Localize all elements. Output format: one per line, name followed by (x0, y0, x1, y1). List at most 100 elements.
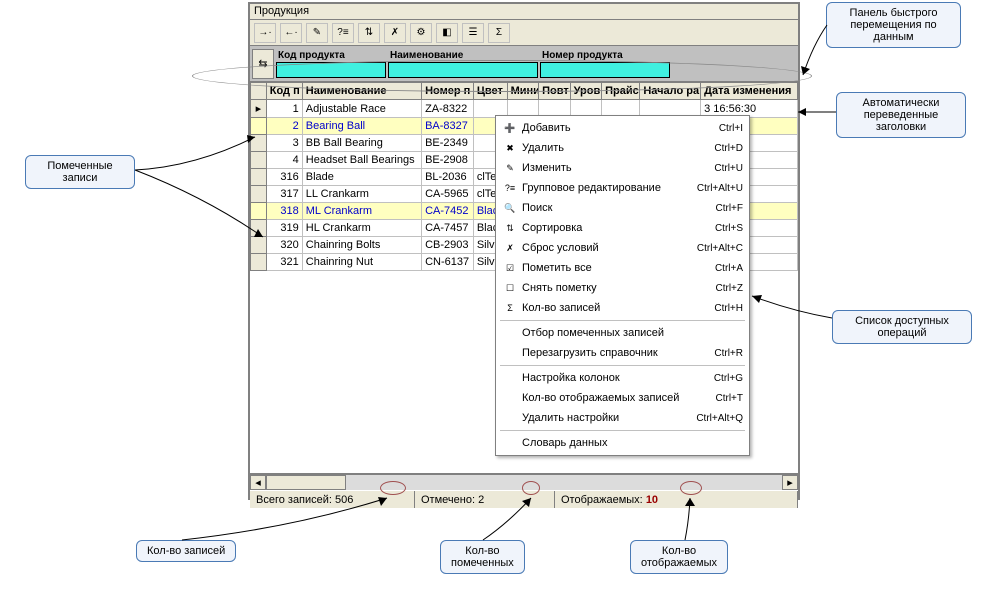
cell[interactable]: 320 (266, 237, 302, 254)
cell[interactable]: 4 (266, 152, 302, 169)
ctx-icon: ⇅ (502, 221, 518, 235)
ctx-item-18[interactable]: Словарь данных (496, 433, 749, 453)
cell[interactable]: 1 (266, 100, 302, 118)
cell[interactable]: BA-8327 (422, 118, 474, 135)
ctx-item-14[interactable]: Настройка колонокCtrl+G (496, 368, 749, 388)
cell[interactable]: Bearing Ball (302, 118, 421, 135)
callout-marked-records: Помеченныезаписи (25, 155, 135, 189)
quick-panel-toggle[interactable]: ⇆ (252, 49, 274, 79)
cell[interactable]: CN-6137 (422, 254, 474, 271)
col-header-1[interactable]: Наименование (302, 83, 421, 100)
cell[interactable]: 318 (266, 203, 302, 220)
callout-count-records: Кол-во записей (136, 540, 236, 562)
toolbar-btn-4[interactable]: ⇅ (358, 23, 380, 43)
col-header-3[interactable]: Цвет (473, 83, 507, 100)
ctx-shortcut: Ctrl+U (714, 163, 743, 174)
ctx-label: Добавить (522, 122, 719, 134)
cell[interactable]: CA-5965 (422, 186, 474, 203)
cell[interactable]: CB-2903 (422, 237, 474, 254)
ctx-icon: ?≡ (502, 181, 518, 195)
status-shown-label: Отображаемых: (561, 494, 643, 506)
ctx-shortcut: Ctrl+H (714, 303, 743, 314)
ctx-icon: ➕ (502, 121, 518, 135)
circle-marked (522, 481, 540, 495)
ctx-item-4[interactable]: 🔍ПоискCtrl+F (496, 198, 749, 218)
toolbar-btn-0[interactable]: →· (254, 23, 276, 43)
cell[interactable]: BB Ball Bearing (302, 135, 421, 152)
ctx-item-11[interactable]: Отбор помеченных записей (496, 323, 749, 343)
cell[interactable]: HL Crankarm (302, 220, 421, 237)
context-menu[interactable]: ➕ДобавитьCtrl+I✖УдалитьCtrl+D✎ИзменитьCt… (495, 115, 750, 456)
ctx-item-7[interactable]: ☑Пометить всеCtrl+A (496, 258, 749, 278)
cell[interactable]: CA-7452 (422, 203, 474, 220)
col-header-6[interactable]: Уров (570, 83, 602, 100)
ctx-item-12[interactable]: Перезагрузить справочникCtrl+R (496, 343, 749, 363)
ctx-label: Удалить (522, 142, 714, 154)
col-header-2[interactable]: Номер п (422, 83, 474, 100)
cell[interactable]: BE-2908 (422, 152, 474, 169)
ctx-icon: ☐ (502, 281, 518, 295)
cell[interactable]: 321 (266, 254, 302, 271)
circle-total (380, 481, 406, 495)
col-header-0[interactable]: Код п (266, 83, 302, 100)
row-indicator (251, 254, 267, 271)
status-total-value: 506 (335, 494, 353, 506)
callout-count-shown: Кол-воотображаемых (630, 540, 728, 574)
toolbar-btn-1[interactable]: ←· (280, 23, 302, 43)
ctx-icon: ✖ (502, 141, 518, 155)
row-indicator (251, 135, 267, 152)
col-header-4[interactable]: Мини (507, 83, 539, 100)
cell[interactable]: 2 (266, 118, 302, 135)
ctx-item-9[interactable]: ΣКол-во записейCtrl+H (496, 298, 749, 318)
cell[interactable]: BL-2036 (422, 169, 474, 186)
ctx-separator (500, 320, 745, 321)
ctx-label: Кол-во записей (522, 302, 714, 314)
cell[interactable]: 3 (266, 135, 302, 152)
col-header-5[interactable]: Повт (539, 83, 571, 100)
cell[interactable]: CA-7457 (422, 220, 474, 237)
cell[interactable]: 317 (266, 186, 302, 203)
cell[interactable]: Chainring Nut (302, 254, 421, 271)
toolbar-btn-2[interactable]: ✎ (306, 23, 328, 43)
ctx-item-2[interactable]: ✎ИзменитьCtrl+U (496, 158, 749, 178)
ctx-item-8[interactable]: ☐Снять пометкуCtrl+Z (496, 278, 749, 298)
col-header-7[interactable]: Прайс (602, 83, 640, 100)
callout-count-marked: Кол-вопомеченных (440, 540, 525, 574)
cell[interactable]: Chainring Bolts (302, 237, 421, 254)
cell[interactable]: 319 (266, 220, 302, 237)
ctx-label: Групповое редактирование (522, 182, 697, 194)
ctx-shortcut: Ctrl+Alt+C (697, 243, 743, 254)
toolbar-btn-6[interactable]: ⚙ (410, 23, 432, 43)
toolbar-btn-7[interactable]: ◧ (436, 23, 458, 43)
qp-input-2[interactable] (540, 62, 670, 78)
cell[interactable]: ZA-8322 (422, 100, 474, 118)
toolbar-btn-9[interactable]: Σ (488, 23, 510, 43)
toolbar-btn-8[interactable]: ☰ (462, 23, 484, 43)
ctx-label: Сортировка (522, 222, 715, 234)
ctx-item-15[interactable]: Кол-во отображаемых записейCtrl+T (496, 388, 749, 408)
qp-input-0[interactable] (276, 62, 386, 78)
ctx-item-16[interactable]: Удалить настройкиCtrl+Alt+Q (496, 408, 749, 428)
col-header-9[interactable]: Дата изменения (701, 83, 798, 100)
ctx-item-5[interactable]: ⇅СортировкаCtrl+S (496, 218, 749, 238)
ctx-item-3[interactable]: ?≡Групповое редактированиеCtrl+Alt+U (496, 178, 749, 198)
ctx-shortcut: Ctrl+T (716, 393, 744, 404)
toolbar-btn-3[interactable]: ?≡ (332, 23, 354, 43)
qp-input-1[interactable] (388, 62, 538, 78)
cell[interactable]: BE-2349 (422, 135, 474, 152)
ctx-item-0[interactable]: ➕ДобавитьCtrl+I (496, 118, 749, 138)
row-indicator (251, 152, 267, 169)
cell[interactable]: ML Crankarm (302, 203, 421, 220)
ctx-item-1[interactable]: ✖УдалитьCtrl+D (496, 138, 749, 158)
cell[interactable]: Adjustable Race (302, 100, 421, 118)
ctx-item-6[interactable]: ✗Сброс условийCtrl+Alt+C (496, 238, 749, 258)
toolbar-btn-5[interactable]: ✗ (384, 23, 406, 43)
cell[interactable]: Blade (302, 169, 421, 186)
ctx-label: Отбор помеченных записей (522, 327, 743, 339)
qp-label-0: Код продукта (276, 50, 386, 62)
ctx-label: Снять пометку (522, 282, 716, 294)
cell[interactable]: Headset Ball Bearings (302, 152, 421, 169)
col-header-8[interactable]: Начало ра (640, 83, 701, 100)
cell[interactable]: 316 (266, 169, 302, 186)
cell[interactable]: LL Crankarm (302, 186, 421, 203)
